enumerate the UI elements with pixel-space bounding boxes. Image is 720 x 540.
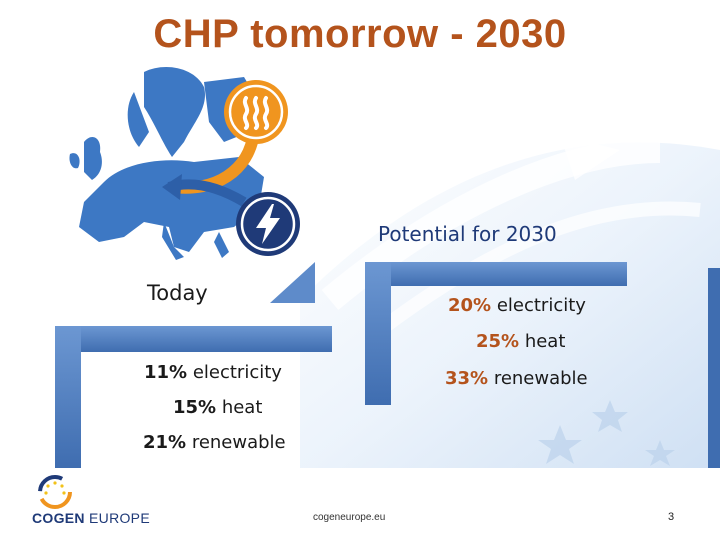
potential-heat: 25% heat [476, 331, 566, 352]
today-heat: 15% heat [173, 397, 263, 418]
heat-icon [224, 80, 288, 144]
potential-renewable: 33% renewable [445, 368, 588, 389]
today-heading: Today [147, 281, 208, 305]
today-renewable: 21% renewable [143, 432, 286, 453]
today-electricity: 11% electricity [144, 362, 282, 383]
slide-title: CHP tomorrow - 2030 [153, 12, 567, 56]
cogen-logo [38, 475, 72, 509]
lightning-icon [236, 192, 300, 256]
cogen-europe-wordmark: COGEN EUROPE [32, 510, 150, 526]
potential-heading: Potential for 2030 [378, 222, 557, 246]
page-number: 3 [668, 511, 675, 523]
footer-url[interactable]: cogeneurope.eu [313, 512, 386, 523]
potential-electricity: 20% electricity [448, 295, 586, 316]
